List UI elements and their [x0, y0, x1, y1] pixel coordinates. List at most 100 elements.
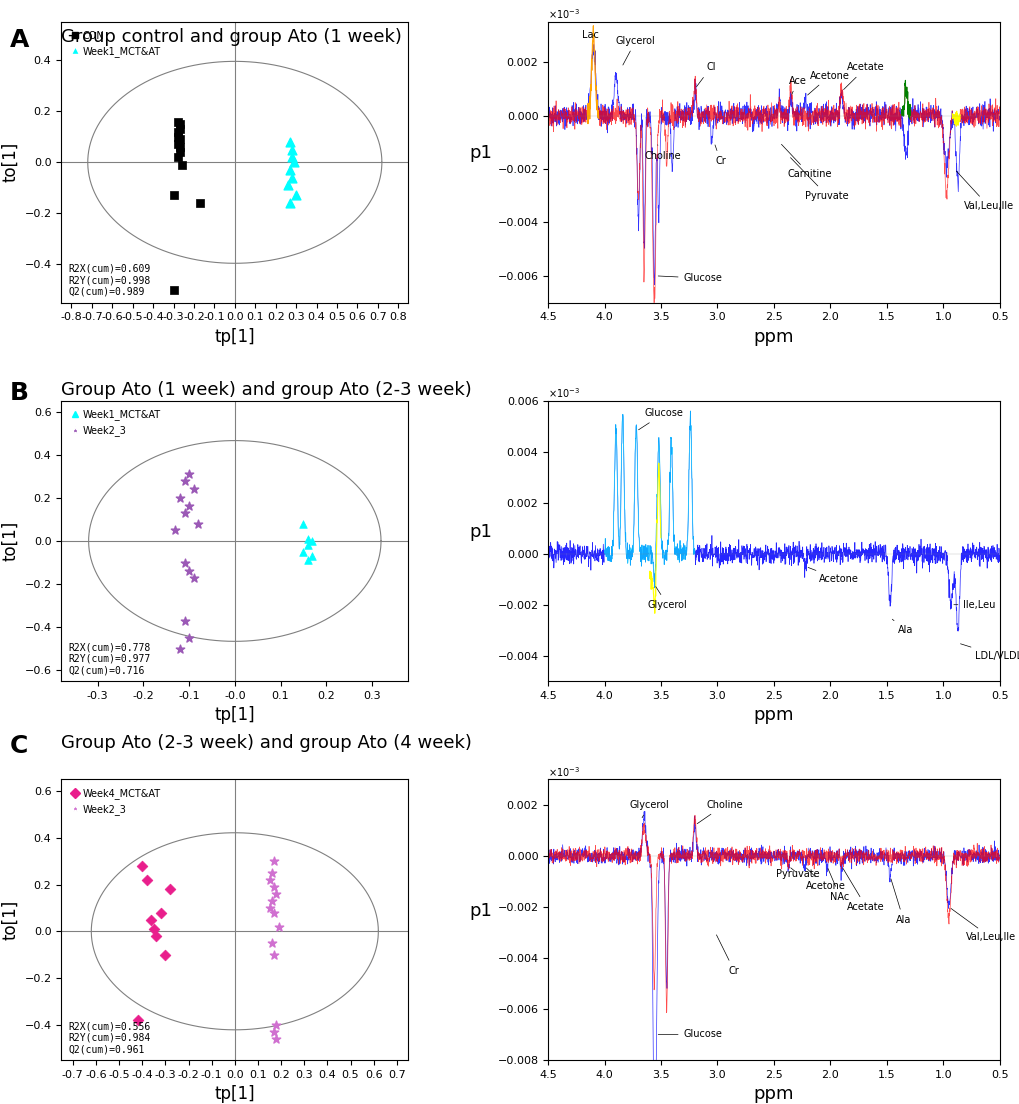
- Point: [153, 904, 169, 922]
- Text: Glucose: Glucose: [638, 408, 683, 429]
- Point: [169, 148, 185, 166]
- Y-axis label: p1: p1: [469, 145, 491, 162]
- Point: [176, 554, 193, 572]
- Text: Ala: Ala: [892, 619, 912, 635]
- Point: [294, 514, 311, 532]
- Point: [281, 134, 298, 151]
- Text: Glycerol: Glycerol: [629, 800, 668, 818]
- Point: [268, 1030, 284, 1048]
- Point: [167, 521, 183, 539]
- Text: Glucose: Glucose: [657, 1029, 721, 1039]
- Point: [171, 144, 187, 161]
- X-axis label: tp[1]: tp[1]: [214, 1085, 255, 1103]
- Point: [300, 537, 316, 554]
- X-axis label: ppm: ppm: [753, 1085, 794, 1103]
- Text: R2X(cum)=0.778
R2Y(cum)=0.977
Q2(cum)=0.716: R2X(cum)=0.778 R2Y(cum)=0.977 Q2(cum)=0.…: [68, 643, 150, 676]
- Legend: Week4_MCT&AT, Week2_3: Week4_MCT&AT, Week2_3: [66, 784, 164, 819]
- Text: Group Ato (1 week) and group Ato (2-3 week): Group Ato (1 week) and group Ato (2-3 we…: [61, 381, 472, 399]
- Point: [304, 532, 320, 550]
- Text: Acetone: Acetone: [805, 868, 845, 891]
- Point: [190, 514, 206, 532]
- Legend: Week1_MCT&AT, Week2_3: Week1_MCT&AT, Week2_3: [66, 405, 164, 440]
- Point: [294, 543, 311, 561]
- X-axis label: ppm: ppm: [753, 328, 794, 346]
- Point: [281, 194, 298, 212]
- Text: B: B: [10, 381, 30, 405]
- Point: [169, 128, 185, 146]
- Point: [173, 156, 190, 173]
- Y-axis label: to[1]: to[1]: [1, 521, 18, 561]
- Point: [266, 878, 282, 895]
- Text: Glycerol: Glycerol: [647, 586, 687, 609]
- Point: [162, 880, 178, 898]
- Point: [304, 548, 320, 565]
- Text: Lac: Lac: [582, 31, 598, 41]
- Point: [270, 917, 286, 935]
- Text: Acetone: Acetone: [807, 567, 858, 584]
- Point: [281, 161, 298, 179]
- Point: [171, 130, 187, 148]
- Text: Glycerol: Glycerol: [615, 35, 655, 65]
- Text: LDL/VLDL: LDL/VLDL: [960, 644, 1019, 660]
- Point: [261, 871, 277, 889]
- Point: [300, 530, 316, 548]
- Text: Acetate: Acetate: [843, 63, 884, 89]
- Point: [180, 498, 197, 516]
- Point: [146, 920, 162, 937]
- Text: Choline: Choline: [643, 145, 680, 161]
- Point: [279, 177, 296, 194]
- Point: [268, 885, 284, 903]
- Point: [171, 115, 187, 132]
- Point: [264, 892, 280, 910]
- Point: [171, 489, 187, 507]
- Text: Val,Leu,Ile: Val,Leu,Ile: [950, 909, 1015, 943]
- Point: [157, 946, 173, 964]
- Point: [180, 465, 197, 482]
- Text: Ile,Leu: Ile,Leu: [953, 599, 995, 609]
- Point: [176, 612, 193, 629]
- Point: [148, 927, 164, 945]
- Text: Ala: Ala: [890, 879, 910, 925]
- Text: Acetate: Acetate: [843, 869, 884, 912]
- Point: [268, 1016, 284, 1033]
- Point: [176, 471, 193, 489]
- Text: Cr: Cr: [715, 935, 739, 976]
- Point: [169, 113, 185, 130]
- Text: C: C: [10, 734, 29, 758]
- Text: NAc: NAc: [827, 869, 849, 902]
- Point: [283, 140, 300, 158]
- Point: [129, 1011, 146, 1029]
- Point: [176, 505, 193, 522]
- Point: [169, 123, 185, 140]
- Point: [283, 148, 300, 166]
- Text: Carnitine: Carnitine: [781, 145, 832, 179]
- Legend: CON, Week1_MCT&AT: CON, Week1_MCT&AT: [66, 26, 164, 61]
- Text: Acetone: Acetone: [807, 71, 849, 95]
- Point: [171, 138, 187, 156]
- Text: $\times 10^{-3}$: $\times 10^{-3}$: [547, 8, 580, 21]
- Point: [171, 120, 187, 138]
- Point: [165, 187, 181, 204]
- Point: [171, 640, 187, 658]
- Point: [283, 169, 300, 187]
- Text: Val,Leu,Ile: Val,Leu,Ile: [956, 171, 1013, 211]
- Point: [266, 904, 282, 922]
- X-axis label: tp[1]: tp[1]: [214, 707, 255, 724]
- Point: [185, 569, 202, 586]
- Point: [287, 187, 304, 204]
- Point: [192, 194, 208, 212]
- Point: [266, 946, 282, 964]
- Y-axis label: to[1]: to[1]: [1, 142, 18, 182]
- Point: [180, 562, 197, 580]
- Text: Glucose: Glucose: [657, 273, 721, 284]
- Point: [169, 136, 185, 153]
- Point: [264, 864, 280, 882]
- Text: Group Ato (2-3 week) and group Ato (4 week): Group Ato (2-3 week) and group Ato (4 we…: [61, 734, 472, 752]
- Text: $\times 10^{-3}$: $\times 10^{-3}$: [547, 386, 580, 400]
- Point: [185, 480, 202, 498]
- Text: R2X(cum)=0.556
R2Y(cum)=0.984
Q2(cum)=0.961: R2X(cum)=0.556 R2Y(cum)=0.984 Q2(cum)=0.…: [68, 1021, 150, 1054]
- X-axis label: ppm: ppm: [753, 707, 794, 724]
- Point: [266, 852, 282, 870]
- Point: [165, 282, 181, 299]
- Text: R2X(cum)=0.609
R2Y(cum)=0.998
Q2(cum)=0.989: R2X(cum)=0.609 R2Y(cum)=0.998 Q2(cum)=0.…: [68, 264, 150, 297]
